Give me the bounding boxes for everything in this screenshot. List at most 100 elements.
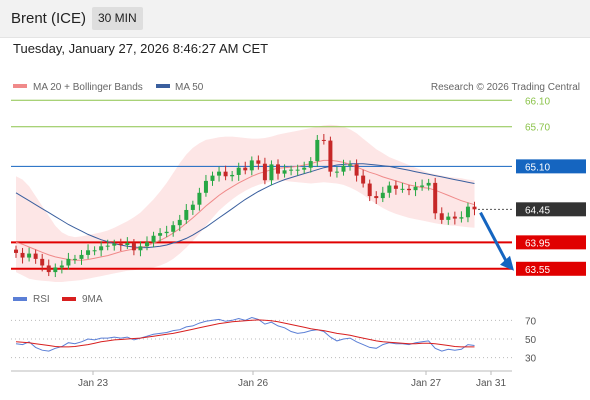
candle-body (86, 250, 91, 255)
candle-body (14, 249, 18, 253)
top-bar: Brent (ICE) 30 MIN (0, 0, 590, 38)
candle-body (465, 206, 470, 218)
rsi-legend-label: RSI (33, 294, 50, 305)
candle-body (112, 243, 117, 246)
instrument-name: Brent (ICE) (11, 10, 87, 27)
projection-arrow-head (500, 255, 514, 271)
candle-body (367, 183, 372, 197)
candle-body (334, 171, 339, 173)
support-1-label: 63.95 (525, 238, 550, 249)
candle-body (308, 161, 313, 168)
candle-body (20, 252, 25, 258)
support-1-label-box (516, 235, 586, 250)
timestamp: Tuesday, January 27, 2026 8:46:27 AM CET (13, 41, 269, 56)
rsi-tick-label: 70 (525, 316, 537, 327)
ma50-legend-label: MA 50 (175, 82, 204, 93)
candle-body (380, 192, 385, 199)
candle-body (59, 265, 64, 268)
candle-body (236, 167, 241, 175)
candle-body (131, 243, 136, 251)
rsi-ma-legend-swatch (62, 297, 76, 301)
candle-body (72, 258, 77, 260)
projection-arrow (479, 211, 509, 264)
resistance-2-label: 66.10 (525, 96, 550, 107)
x-tick-label: Jan 31 (476, 378, 506, 389)
candle-body (125, 243, 130, 245)
x-axis: Jan 23 Jan 26 Jan 27 Jan 31 (11, 370, 512, 389)
pivot-label-box (516, 159, 586, 174)
x-tick-label: Jan 26 (238, 378, 268, 389)
support-2-label: 63.55 (525, 265, 550, 276)
ma50-line (15, 163, 475, 249)
candle-body (374, 196, 379, 199)
rsi-plot: 70 50 30 (11, 316, 537, 365)
candle-body (295, 169, 300, 171)
candle-body (400, 188, 405, 190)
x-tick-label: Jan 23 (78, 378, 108, 389)
candle-body (302, 167, 307, 170)
rsi-line (15, 316, 475, 352)
candle-body (328, 140, 333, 172)
candle-body (341, 165, 346, 172)
candle-body (452, 216, 457, 219)
candle-body (177, 219, 182, 226)
candle-body (190, 204, 195, 210)
credit-text: Research © 2026 Trading Central (431, 82, 580, 93)
candle-body (223, 171, 228, 177)
candle-body (282, 170, 287, 174)
candle-body (387, 185, 392, 193)
candle-body (426, 182, 431, 186)
candle-body (459, 217, 464, 219)
candle-body (433, 182, 438, 214)
candle-body (151, 235, 156, 243)
candle-body (289, 169, 294, 171)
candle-body (118, 243, 123, 245)
candle-body (269, 164, 274, 181)
pivot-label: 65.10 (525, 162, 550, 173)
price-plot: 66.10 65.70 65.10 64.45 63.95 63.55 (11, 96, 586, 282)
candle-body (145, 242, 149, 247)
candle-body (184, 209, 189, 220)
candle-body (46, 265, 51, 273)
candle-body (472, 206, 477, 210)
legend: MA 20 + Bollinger Bands MA 50 Research ©… (13, 82, 580, 305)
candle-body (413, 186, 418, 191)
candle-body (243, 167, 248, 171)
ma20-line (15, 159, 475, 261)
rsi-ma-legend-label: 9MA (82, 294, 103, 305)
candle-body (393, 185, 398, 189)
candle-body (79, 254, 84, 259)
candle-body (197, 192, 202, 205)
ma50-legend-swatch (156, 84, 170, 88)
candle-body (210, 175, 215, 181)
candle-body (348, 164, 353, 166)
rsi-tick-label: 50 (525, 335, 537, 346)
candle-body (33, 253, 38, 259)
candle-body (321, 139, 326, 141)
candle-body (217, 171, 222, 176)
last-price-label: 64.45 (525, 205, 550, 216)
rsi-legend-swatch (13, 297, 27, 301)
ma20-legend-label: MA 20 + Bollinger Bands (33, 82, 143, 93)
x-tick-label: Jan 27 (411, 378, 441, 389)
candle-body (164, 231, 169, 234)
candle-body (446, 216, 451, 220)
candle-body (40, 258, 45, 266)
candle-body (171, 225, 176, 232)
candle-body (92, 250, 97, 252)
rsi-ma-line (15, 319, 475, 348)
candle-body (105, 245, 110, 247)
rsi-tick-label: 30 (525, 354, 537, 365)
candle-body (315, 139, 320, 162)
last-price-label-box (516, 202, 586, 217)
resistance-1-label: 65.70 (525, 123, 550, 134)
support-2-label-box (516, 261, 586, 276)
candle-body (262, 163, 267, 181)
candle-body (249, 160, 254, 171)
candle-body (158, 233, 163, 236)
candle-body (66, 258, 71, 266)
candle-body (420, 185, 425, 187)
candle-body (99, 246, 104, 251)
timeframe-button[interactable]: 30 MIN (92, 7, 143, 30)
